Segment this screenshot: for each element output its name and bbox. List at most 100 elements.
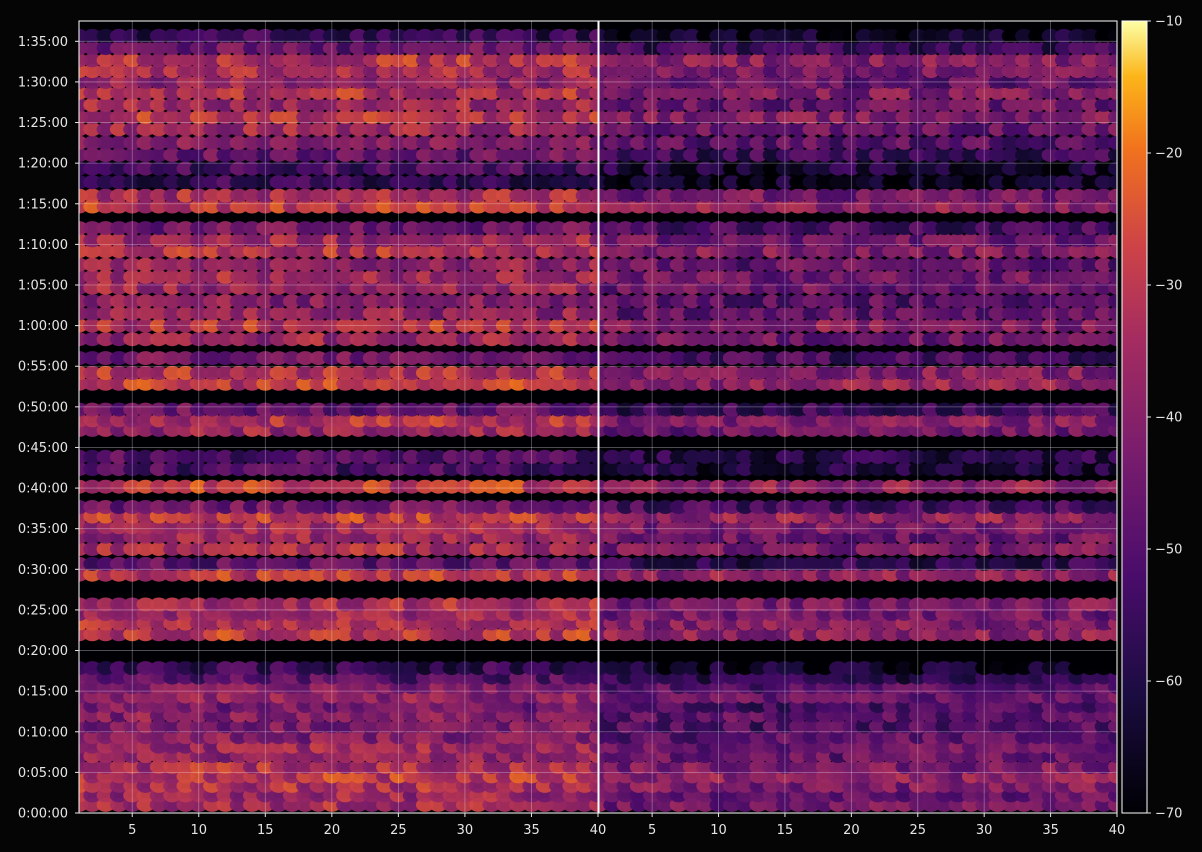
heat-cell (589, 294, 598, 309)
heat-cell (509, 41, 528, 56)
heat-cell (549, 135, 568, 150)
heat-cell (282, 366, 301, 380)
heat-cell (789, 148, 808, 162)
heat-cell (643, 175, 662, 190)
heat-cell (309, 161, 328, 176)
heat-cell (616, 41, 635, 56)
heat-cell (136, 175, 155, 190)
heat-cell (882, 122, 901, 137)
heat-cell (269, 161, 288, 176)
heat-cell (203, 28, 222, 43)
heat-cell (109, 597, 128, 612)
heat-cell (709, 402, 728, 417)
heat-cell (256, 294, 275, 309)
heat-cell (656, 556, 675, 571)
heat-cell (509, 74, 528, 89)
heat-cell (203, 188, 222, 203)
heat-cell (535, 148, 554, 162)
heat-cell (802, 413, 821, 428)
heat-cell (243, 413, 261, 428)
heat-cell (96, 556, 115, 571)
heat-cell (562, 332, 581, 347)
heat-cell (243, 97, 261, 112)
heat-cell (988, 199, 1007, 214)
heat-cell (163, 366, 182, 380)
heat-cell (256, 500, 275, 514)
heat-cell (495, 74, 514, 89)
heat-cell (282, 110, 301, 125)
heat-cell (282, 449, 301, 464)
heat-cell (123, 188, 142, 203)
heat-cell (495, 542, 514, 556)
heat-cell (842, 402, 861, 417)
heat-cell (802, 306, 821, 321)
heat-cell (203, 520, 222, 535)
heat-cell (829, 233, 848, 248)
heat-cell (842, 294, 861, 309)
heat-cell (282, 567, 301, 582)
heat-cell (416, 280, 434, 295)
heat-cell (549, 542, 568, 556)
heat-cell (376, 500, 395, 514)
heat-cell (349, 64, 368, 79)
heat-cell (961, 85, 980, 100)
heat-cell (482, 661, 501, 676)
heat-cell (203, 413, 222, 428)
heat-cell (922, 110, 941, 125)
heat-cell (749, 306, 768, 321)
heat-cell (349, 41, 368, 56)
heat-cell (1041, 110, 1060, 125)
heat-cell (296, 53, 315, 68)
heat-cell (336, 556, 355, 571)
heat-cell (629, 376, 648, 391)
heat-cell (643, 199, 662, 214)
heat-cell (1028, 244, 1047, 259)
heat-cell (509, 500, 528, 514)
heat-cell (696, 122, 715, 137)
heat-cell (1068, 500, 1087, 514)
heat-cell (802, 661, 821, 676)
heat-cell (509, 366, 528, 380)
heat-cell (549, 221, 568, 236)
heat-cell (815, 462, 834, 477)
heat-cell (482, 294, 501, 309)
heat-cell (922, 294, 941, 309)
heat-cell (696, 462, 715, 477)
heat-cell (988, 233, 1007, 248)
heat-cell (562, 199, 581, 214)
heat-cell (1081, 269, 1100, 284)
heat-cell (775, 257, 794, 272)
heat-cell (855, 257, 874, 272)
heat-cell (815, 351, 834, 366)
heat-cell (775, 53, 794, 68)
heat-cell (696, 294, 715, 309)
heat-cell (948, 135, 967, 150)
heat-cell (616, 269, 635, 284)
heat-cell (988, 449, 1007, 464)
panel-right-dots (599, 28, 1117, 812)
heat-cell (895, 221, 914, 236)
heat-cell (562, 402, 581, 417)
heat-cell (309, 627, 328, 642)
heat-cell (961, 53, 980, 68)
heat-cell (455, 661, 474, 676)
heat-cell (842, 199, 861, 214)
heat-cell (749, 135, 768, 150)
heat-cell (988, 269, 1007, 284)
heat-cell (722, 351, 741, 366)
heat-cell (402, 175, 421, 190)
heat-cell (482, 53, 501, 68)
heat-cell (1001, 520, 1020, 535)
heat-cell (736, 351, 755, 366)
heat-cell (895, 188, 914, 203)
heat-cell (842, 221, 861, 236)
heat-cell (1081, 161, 1100, 176)
colorbar-tick-label: −50 (1155, 543, 1182, 558)
heat-cell (176, 760, 195, 774)
heat-cell (349, 661, 368, 676)
heat-cell (123, 233, 142, 248)
heat-cell (1068, 402, 1087, 417)
heat-cell (656, 257, 675, 272)
heat-cell (709, 556, 728, 571)
heat-cell (429, 730, 448, 745)
